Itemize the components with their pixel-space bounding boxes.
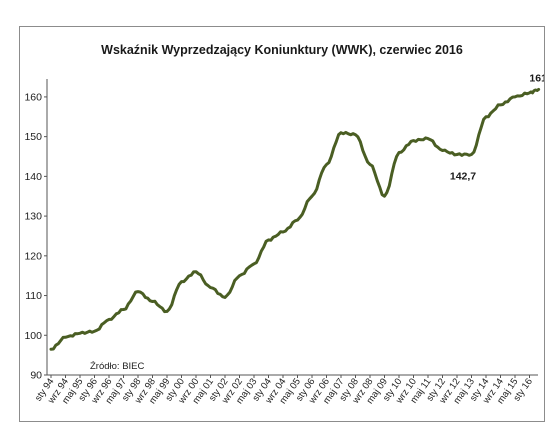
y-tick-label: 160: [24, 91, 42, 103]
series-line: [49, 87, 541, 351]
y-tick-label: 150: [24, 131, 42, 143]
y-tick-label: 100: [24, 330, 42, 342]
y-tick-label: 130: [24, 211, 42, 223]
y-axis: 90 100 110 120 130 140 150 160: [24, 79, 48, 382]
y-tick-label: 140: [24, 171, 42, 183]
source-note: Źródło: BIEC: [90, 361, 145, 372]
y-tick-label: 90: [30, 370, 42, 382]
annotation-label: 142,7: [450, 171, 476, 183]
annotations: 142,7 161,9: [450, 72, 544, 182]
y-tick-label: 120: [24, 250, 42, 262]
annotation-label: 161,9: [529, 72, 544, 84]
chart-frame: Wskaźnik Wyprzedzający Koniunktury (WWK)…: [19, 26, 545, 422]
chart-title: Wskaźnik Wyprzedzający Koniunktury (WWK)…: [101, 43, 463, 57]
y-tick-label: 110: [25, 290, 42, 302]
plot-area: [49, 87, 541, 351]
chart-svg: Wskaźnik Wyprzedzający Koniunktury (WWK)…: [24, 43, 544, 406]
